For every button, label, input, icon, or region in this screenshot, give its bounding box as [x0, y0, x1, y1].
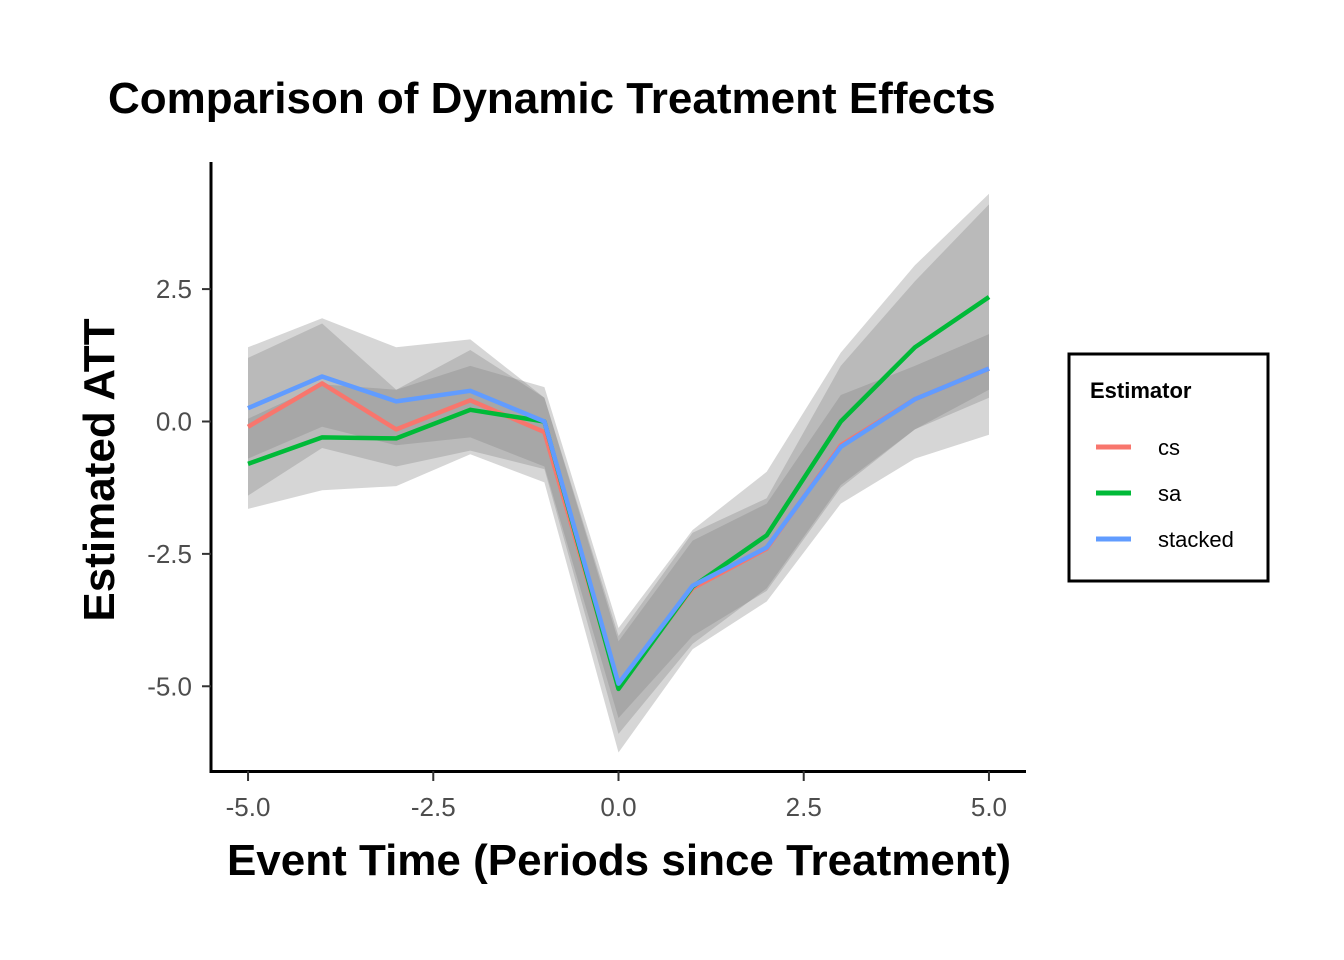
- series-line-sa: [247, 295, 991, 692]
- y-axis-title: Estimated ATT: [75, 318, 124, 621]
- legend-label-sa: sa: [1158, 481, 1182, 506]
- ribbon-sa: [248, 193, 989, 753]
- legend-items: cs sa stacked: [1096, 435, 1234, 552]
- legend: Estimator cs sa stacked: [1067, 352, 1270, 583]
- x-tick-label: -2.5: [411, 792, 456, 822]
- series-line-stacked: [247, 366, 990, 686]
- confidence-ribbons: [248, 193, 989, 753]
- x-tick-label: 2.5: [786, 792, 822, 822]
- legend-label-stacked: stacked: [1158, 527, 1234, 552]
- y-tick-label: 0.0: [156, 406, 192, 436]
- y-tick-label: -2.5: [147, 539, 192, 569]
- legend-label-cs: cs: [1158, 435, 1180, 460]
- chart-title: Comparison of Dynamic Treatment Effects: [108, 74, 996, 123]
- y-axis-ticks: 2.5 0.0 -2.5 -5.0: [147, 274, 211, 701]
- x-tick-label: -5.0: [226, 792, 271, 822]
- x-axis-title: Event Time (Periods since Treatment): [227, 836, 1011, 885]
- x-axis-ticks: -5.0 -2.5 0.0 2.5 5.0: [226, 771, 1007, 822]
- legend-box: [1067, 352, 1270, 583]
- x-tick-label: 5.0: [971, 792, 1007, 822]
- y-tick-label: 2.5: [156, 274, 192, 304]
- ribbon-stacked: [248, 204, 989, 718]
- series-lines: [246, 295, 991, 692]
- legend-title: Estimator: [1090, 378, 1192, 403]
- x-tick-label: 0.0: [600, 792, 636, 822]
- y-tick-label: -5.0: [147, 671, 192, 701]
